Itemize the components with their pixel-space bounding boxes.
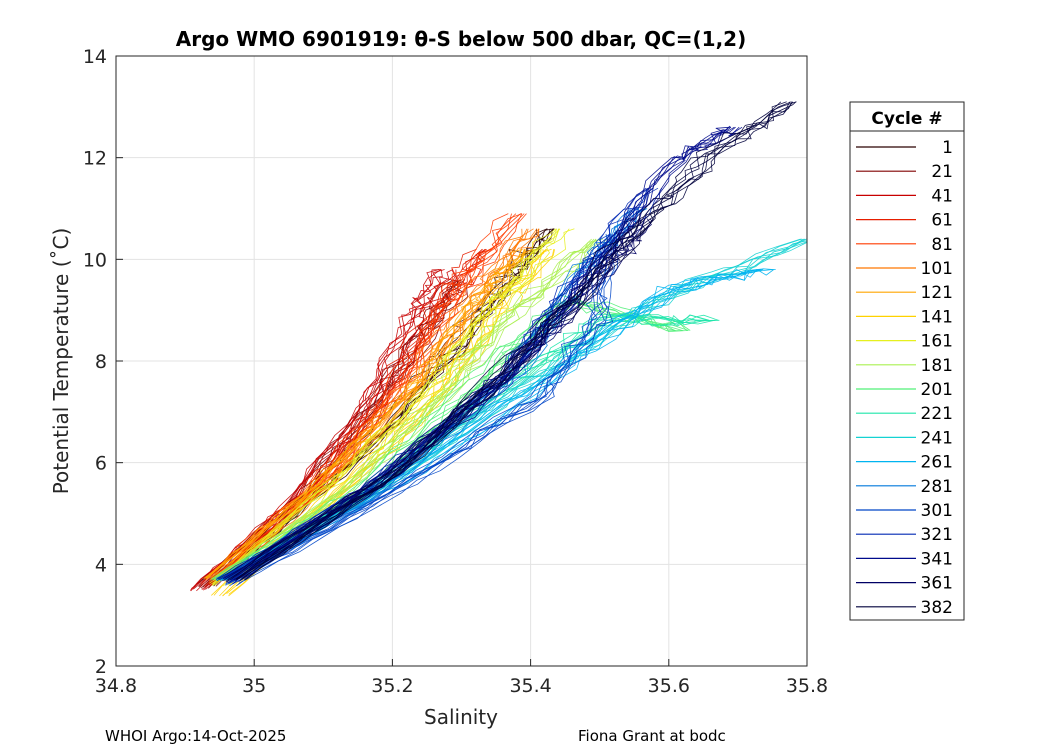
y-tick-label: 6 — [95, 453, 107, 475]
series-line — [222, 228, 570, 587]
legend-label-241: 241 — [921, 428, 953, 448]
legend-label-221: 221 — [921, 404, 953, 424]
x-tick-label: 35.4 — [509, 675, 551, 697]
legend-label-341: 341 — [921, 549, 953, 569]
legend-label-21: 21 — [931, 162, 953, 182]
series-line — [211, 228, 557, 586]
series-line — [229, 233, 611, 584]
series-line — [208, 228, 528, 582]
series-line — [238, 233, 621, 584]
legend-label-41: 41 — [931, 186, 953, 206]
legend-label-321: 321 — [921, 525, 953, 545]
series-cycle-382 — [227, 101, 797, 581]
legend-label-382: 382 — [921, 598, 953, 618]
series-line — [209, 249, 527, 580]
series-line — [213, 248, 539, 596]
chart-title: Argo WMO 6901919: θ-S below 500 dbar, QC… — [176, 27, 746, 51]
series-line — [212, 228, 560, 586]
y-tick-label: 4 — [95, 554, 107, 576]
series-line — [220, 238, 600, 582]
footer-left-credit: WHOI Argo:14-Oct-2025 — [105, 727, 286, 745]
x-tick-label: 35.6 — [648, 675, 690, 697]
series-line — [228, 233, 611, 584]
series-line — [210, 248, 486, 586]
series-line — [230, 208, 648, 581]
footer-right-credit: Fiona Grant at bodc — [578, 727, 726, 745]
y-tick-label: 2 — [95, 656, 107, 678]
legend-label-361: 361 — [921, 574, 953, 594]
legend-title: Cycle # — [871, 109, 942, 129]
axis-ticks: 34.8 35 35.2 35.4 35.6 35.8 2 4 6 8 10 12 14 — [83, 46, 828, 697]
series-cycle-121 — [203, 248, 534, 581]
series-line — [212, 228, 561, 584]
series-line — [213, 302, 676, 581]
series-line — [190, 269, 440, 591]
legend-label-101: 101 — [921, 259, 953, 279]
series-layer — [190, 101, 807, 597]
y-tick-label: 12 — [83, 148, 107, 170]
x-tick-label: 35.2 — [371, 675, 413, 697]
legend-label-141: 141 — [921, 307, 953, 327]
legend-label-61: 61 — [931, 211, 953, 231]
x-tick-label: 34.8 — [95, 675, 137, 697]
y-axis-label: Potential Temperature (˚C) — [49, 228, 73, 495]
series-line — [219, 238, 600, 580]
series-line — [203, 248, 523, 579]
series-line — [231, 233, 614, 585]
legend-label-121: 121 — [921, 283, 953, 303]
series-line — [212, 238, 595, 580]
x-tick-label: 35 — [242, 675, 266, 697]
legend-label-261: 261 — [921, 453, 953, 473]
legend-label-1: 1 — [942, 138, 953, 158]
series-line — [232, 126, 736, 584]
x-tick-label: 35.8 — [786, 675, 828, 697]
series-line — [205, 249, 525, 579]
y-tick-label: 14 — [83, 46, 107, 68]
series-line — [207, 248, 483, 585]
series-line — [235, 101, 787, 581]
legend-label-281: 281 — [921, 477, 953, 497]
series-line — [241, 101, 794, 580]
y-tick-label: 10 — [83, 249, 107, 271]
legend: Cycle # 12141618110112114116118120122124… — [849, 101, 965, 621]
legend-label-161: 161 — [921, 332, 953, 352]
legend-entries: 1214161811011211411611812012212412612813… — [856, 138, 953, 618]
legend-label-181: 181 — [921, 356, 953, 376]
series-line — [239, 101, 792, 581]
x-axis-label: Salinity — [424, 705, 498, 729]
legend-label-301: 301 — [921, 501, 953, 521]
series-line — [205, 213, 509, 580]
series-line — [209, 228, 557, 584]
legend-label-201: 201 — [921, 380, 953, 400]
legend-label-81: 81 — [931, 235, 953, 255]
y-tick-label: 8 — [95, 351, 107, 373]
